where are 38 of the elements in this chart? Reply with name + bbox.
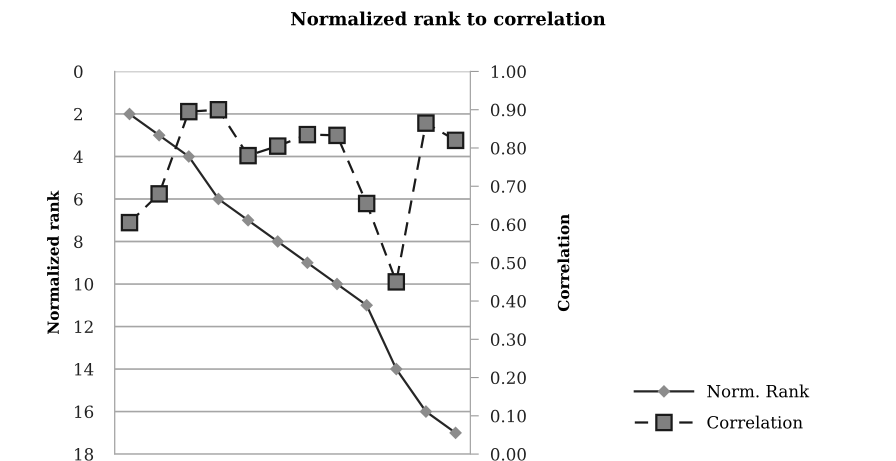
point	[388, 273, 406, 291]
y-tick-label: 2	[74, 108, 82, 120]
legend-label: Correlation	[707, 416, 803, 429]
y2-tick-label: 0.50	[490, 256, 526, 270]
y-tick-label: 12	[75, 320, 93, 333]
y2-tick-label: 1.00	[492, 65, 526, 78]
y2-tick-label: 0.40	[490, 294, 526, 308]
point	[268, 137, 286, 155]
y-tick-label: 8	[74, 235, 83, 248]
y2-tick-label: 0.70	[490, 180, 526, 193]
y2-tick-label: 0.90	[490, 104, 526, 116]
y-tick-label: 0	[74, 65, 83, 78]
y-tick-label: 6	[74, 192, 83, 206]
point	[180, 102, 198, 120]
point	[417, 114, 435, 132]
legend-label: Norm. Rank	[707, 384, 810, 398]
y2-axis-title: Correlation	[558, 214, 570, 312]
point	[328, 126, 346, 144]
y2-tick-label: 0.20	[490, 372, 526, 384]
point	[446, 132, 464, 150]
y-tick-label: 4	[74, 150, 83, 163]
y-axis-title: Normalized rank	[47, 190, 59, 334]
y-tick-label: 10	[75, 278, 94, 291]
point	[239, 146, 257, 164]
y2-tick-label: 0.10	[490, 410, 526, 422]
point	[298, 126, 316, 144]
y2-tick-label: 0.00	[490, 448, 526, 461]
y-tick-label: 14	[75, 363, 94, 376]
y-tick-label: 16	[75, 406, 94, 418]
point	[120, 214, 138, 232]
point	[150, 185, 168, 203]
point	[358, 194, 376, 212]
chart-title: Normalized rank to correlation	[291, 12, 606, 26]
y2-tick-label: 0.80	[490, 142, 526, 155]
y-tick-label: 18	[75, 448, 94, 461]
y2-tick-label: 0.60	[490, 218, 526, 232]
y2-tick-label: 0.30	[490, 333, 526, 346]
point	[210, 100, 228, 118]
